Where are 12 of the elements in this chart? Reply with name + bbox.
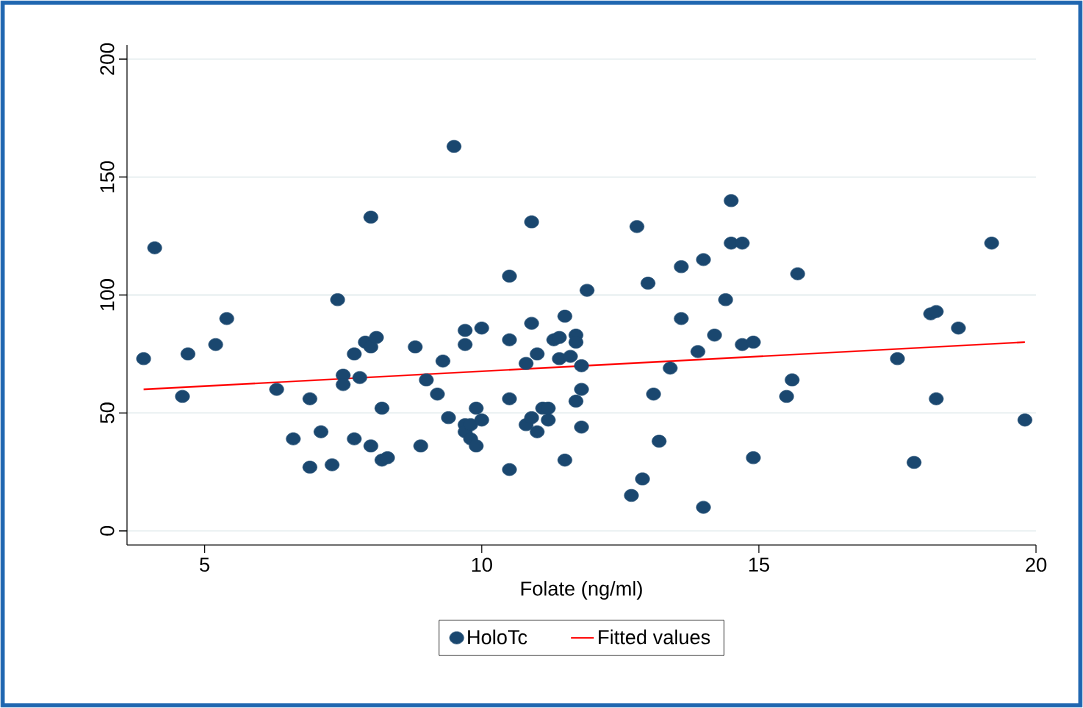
x-tick-label: 5 [199,557,210,572]
x-tick-label: 15 [749,557,770,572]
x-axis-title: Folate (ng/ml) [521,581,642,600]
x-tick-label: 20 [1025,557,1047,572]
y-tick-label: 0 [100,526,115,536]
y-tick-label: 150 [100,161,115,193]
y-tick-label: 100 [100,279,115,311]
x-tick-label: 10 [472,557,493,572]
y-tick-label: 50 [100,402,115,424]
legend-label: HoloTc [468,629,528,645]
legend-label: Fitted values [598,629,710,645]
y-tick-label: 200 [100,43,115,75]
